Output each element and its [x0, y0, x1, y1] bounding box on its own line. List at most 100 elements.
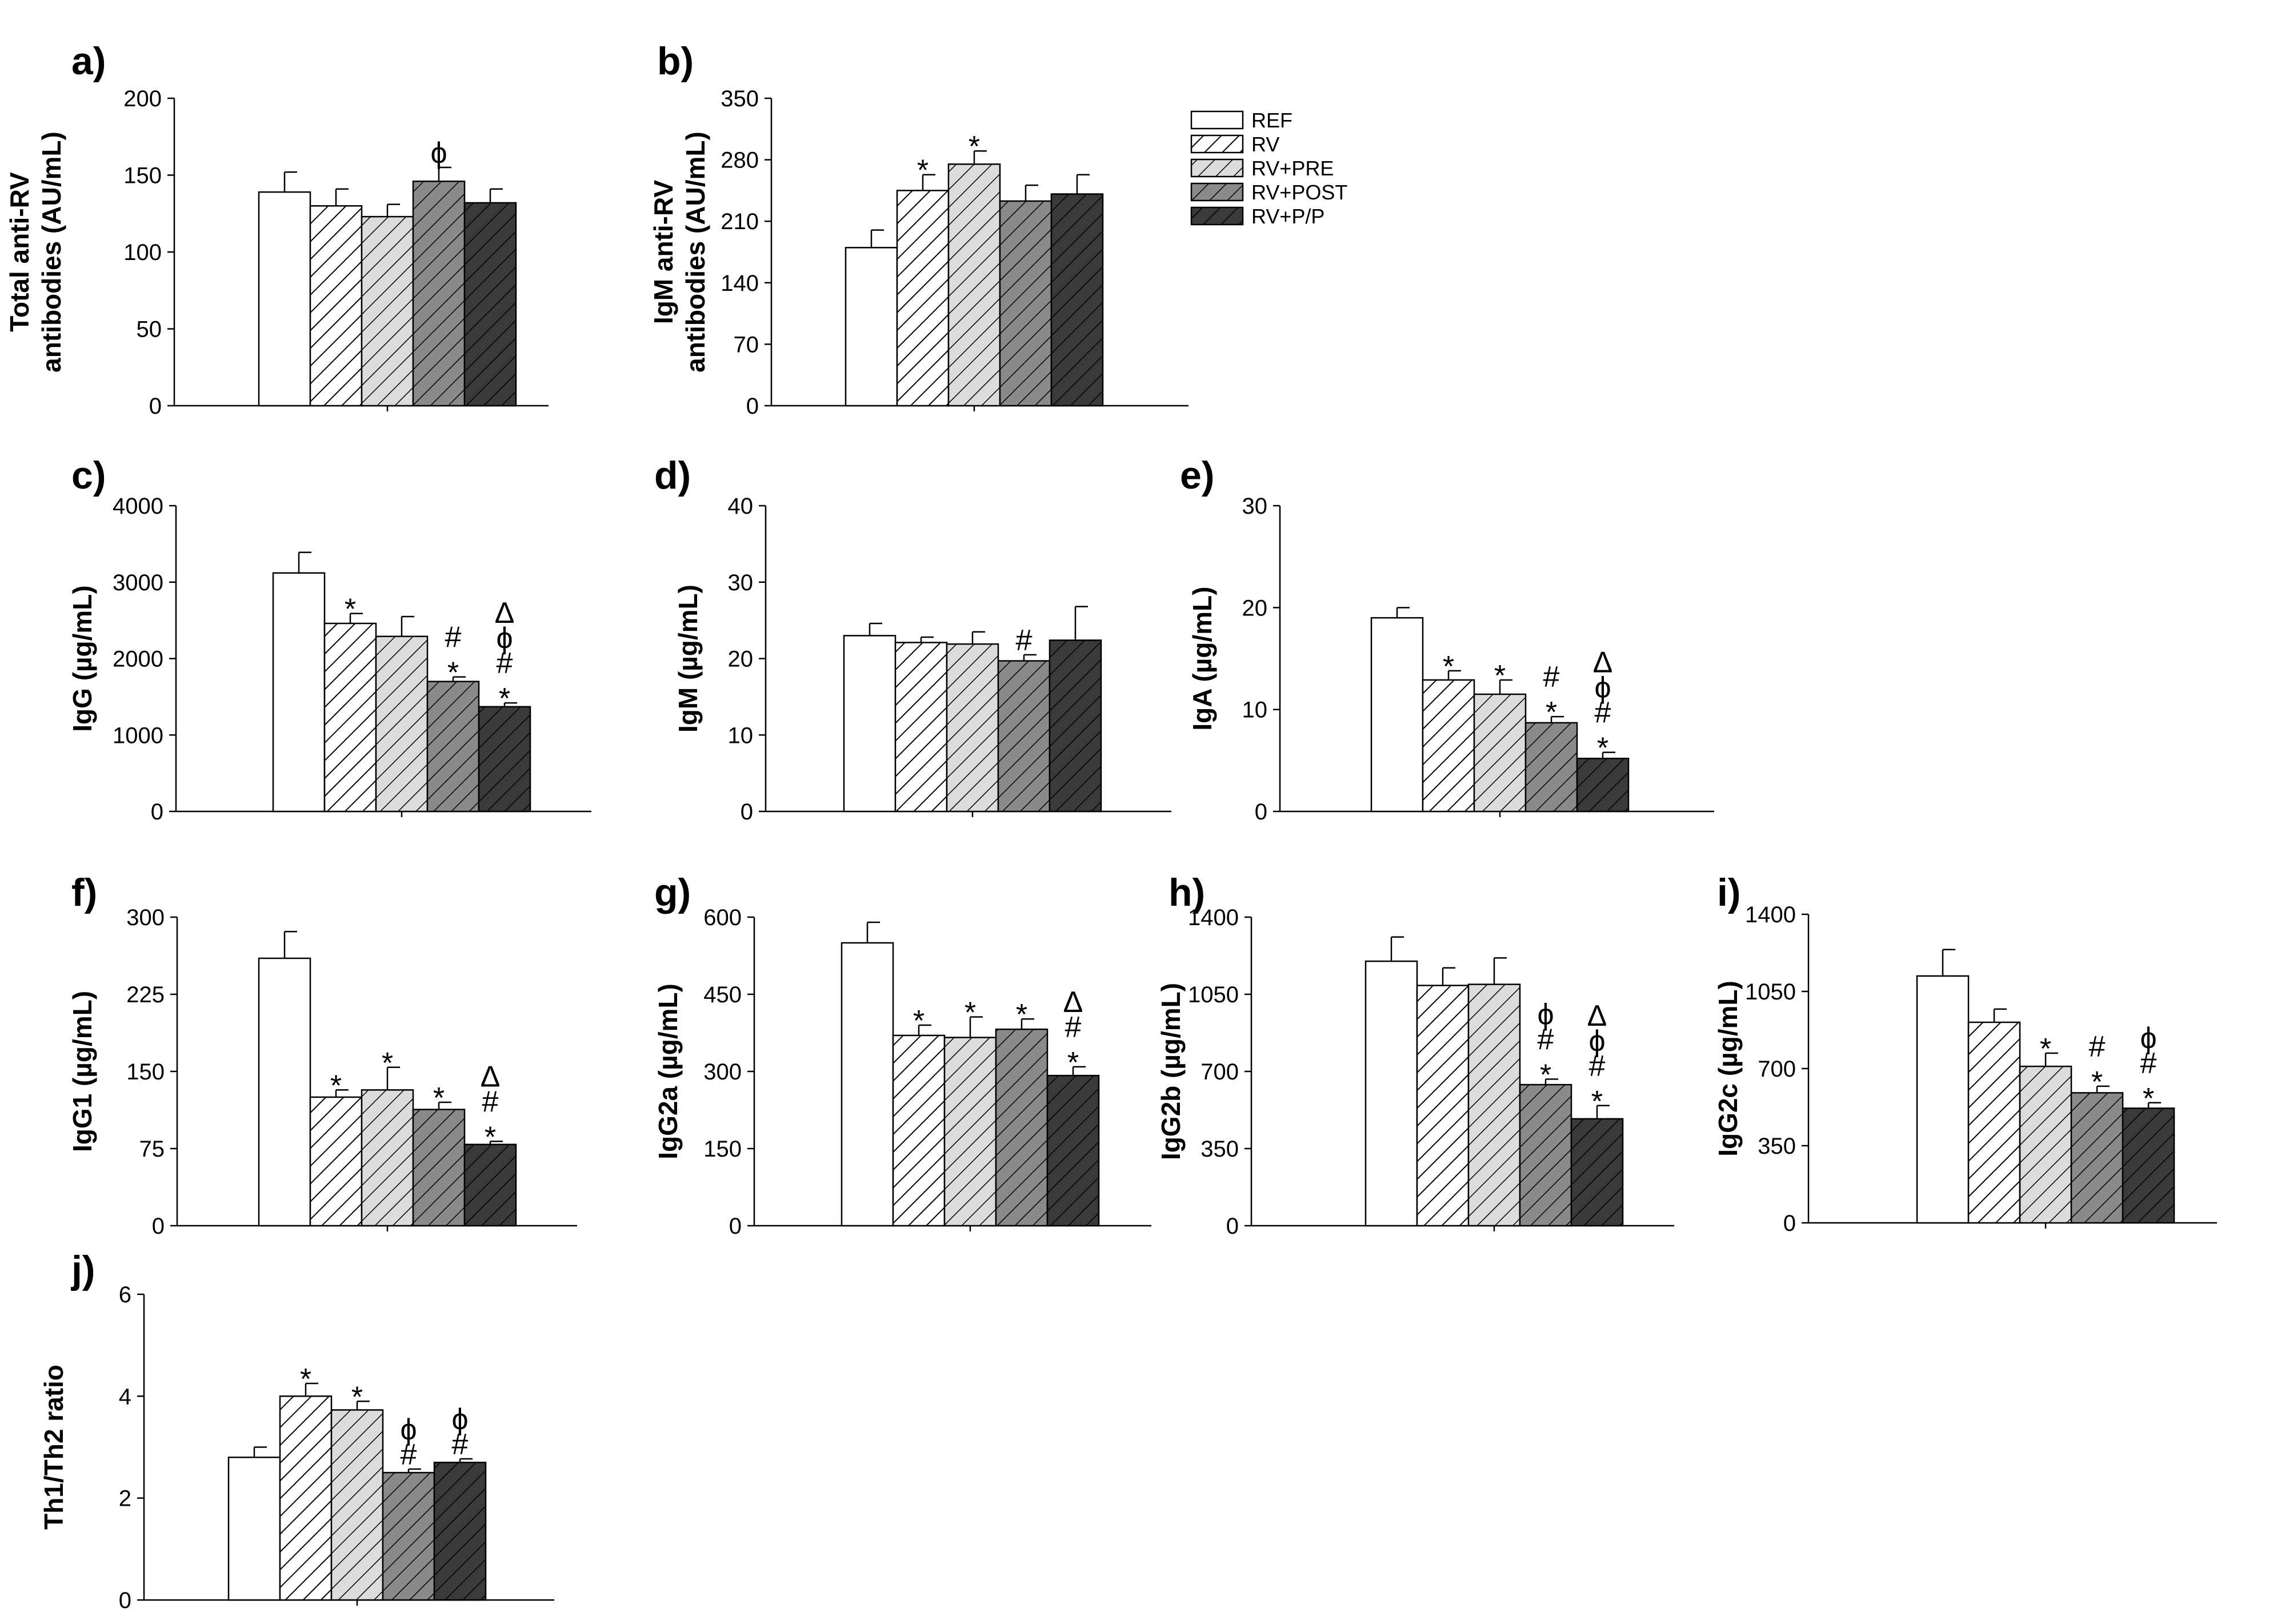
y-tick-label: 700 — [1200, 1059, 1239, 1085]
bar-ref — [841, 942, 894, 1227]
legend-label: RV+POST — [1251, 181, 1347, 204]
bar-rv — [894, 642, 948, 813]
significance-marker: * — [1494, 659, 1506, 693]
significance-marker: * — [1546, 696, 1557, 729]
y-tick-label: 150 — [703, 1137, 742, 1162]
significance-marker: * — [917, 154, 929, 187]
y-tick-label: 10 — [1242, 698, 1268, 723]
significance-marker: * — [2091, 1066, 2103, 1099]
bar-rv-post — [426, 681, 480, 813]
panels-layer: a)Total anti-RV antibodies (AU/mL)0501001… — [5, 39, 2217, 1613]
significance-marker: * — [345, 593, 356, 626]
legend-label: REF — [1251, 109, 1292, 132]
bar-rv-p-p — [433, 1462, 487, 1601]
bar-ref — [258, 191, 311, 407]
chart-panel-2: b) IgM anti-RV antibodies (AU/mL) 0 70 140 210… — [649, 39, 1188, 419]
bar-rv-pre — [1467, 983, 1521, 1227]
bar-rv — [279, 1395, 333, 1601]
bar-rv-post — [997, 660, 1051, 813]
y-axis-label: Total anti-RV — [5, 172, 34, 332]
significance-marker: # — [445, 621, 462, 654]
significance-marker: * — [1591, 1085, 1603, 1118]
y-tick-label: 0 — [746, 394, 759, 419]
y-tick-label: 4 — [119, 1384, 131, 1409]
y-axis-label: IgG (µg/mL) — [67, 585, 97, 731]
y-tick-label: 0 — [151, 799, 163, 825]
panel-label: j) — [70, 1248, 95, 1291]
significance-marker: # — [482, 1085, 499, 1118]
y-tick-label: 0 — [149, 394, 162, 419]
significance-marker: # — [1538, 1023, 1554, 1057]
bar-rv-post — [1519, 1083, 1572, 1227]
y-tick-label: 20 — [1242, 595, 1268, 621]
y-tick-label: 450 — [703, 982, 742, 1007]
significance-marker: * — [485, 1121, 496, 1154]
significance-marker: # — [401, 1438, 417, 1471]
significance-marker: # — [2140, 1047, 2157, 1080]
legend-swatch — [1190, 134, 1244, 154]
y-tick-label: 210 — [721, 209, 759, 234]
bar-rv — [1422, 679, 1475, 813]
significance-marker: # — [497, 647, 513, 680]
panel-label: f) — [71, 871, 97, 914]
y-tick-label: 600 — [703, 905, 742, 930]
significance-marker: Δ — [1593, 646, 1613, 679]
significance-marker: Δ — [1063, 986, 1083, 1019]
y-axis-label: IgG2c (µg/mL) — [1713, 981, 1743, 1157]
significance-marker: ϕ — [1588, 1025, 1605, 1058]
significance-marker: ϕ — [496, 622, 513, 655]
bar-rv-pre — [1473, 693, 1527, 813]
y-tick-label: 6 — [119, 1282, 131, 1307]
significance-marker: * — [2143, 1082, 2154, 1115]
bar-ref — [1370, 617, 1424, 813]
y-tick-label: 30 — [1242, 494, 1268, 519]
legend-label: RV+P/P — [1251, 205, 1324, 228]
bar-rv-p-p — [1576, 758, 1630, 813]
y-tick-label: 0 — [729, 1214, 742, 1239]
significance-marker: Δ — [481, 1060, 501, 1093]
bar-rv — [309, 1096, 363, 1227]
y-tick-label: 0 — [119, 1588, 131, 1613]
y-tick-label: 70 — [734, 332, 759, 357]
y-tick-label: 40 — [728, 494, 754, 519]
significance-marker: * — [433, 1082, 445, 1115]
y-tick-label: 225 — [126, 982, 165, 1007]
y-tick-label: 0 — [1226, 1214, 1239, 1239]
significance-marker: * — [1016, 998, 1027, 1031]
legend-label: RV+PRE — [1251, 157, 1334, 180]
bar-rv-post — [2070, 1092, 2124, 1224]
significance-marker: # — [1016, 624, 1033, 657]
significance-marker: * — [1597, 732, 1608, 765]
bar-rv — [323, 622, 377, 813]
bar-rv-pre — [330, 1409, 384, 1601]
bar-rv-p-p — [463, 1143, 517, 1227]
y-tick-label: 300 — [703, 1059, 742, 1085]
y-tick-label: 2 — [119, 1486, 131, 1511]
chart-panel-1: a) Total anti-RV antibodies (AU/mL) 0 50 100 1… — [5, 39, 549, 419]
panel-label: a) — [71, 39, 106, 83]
significance-marker: ϕ — [1594, 671, 1611, 705]
bar-rv — [1416, 985, 1470, 1227]
panel-label: d) — [654, 454, 691, 497]
bar-rv-post — [999, 200, 1053, 407]
y-tick-label: 0 — [741, 799, 753, 825]
y-tick-label: 350 — [1758, 1134, 1796, 1159]
y-tick-label: 280 — [721, 148, 759, 173]
panel-label: b) — [657, 39, 694, 83]
legend-swatch — [1190, 110, 1244, 130]
significance-marker: ϕ — [2140, 1022, 2156, 1055]
y-tick-label: 50 — [137, 317, 162, 342]
bar-rv-p-p — [1049, 639, 1102, 813]
bar-rv-post — [1524, 722, 1578, 813]
y-tick-label: 10 — [728, 723, 754, 748]
bar-ref — [272, 572, 326, 813]
y-axis-label: IgA (µg/mL) — [1187, 586, 1217, 730]
bar-ref — [227, 1457, 281, 1601]
y-tick-label: 350 — [721, 86, 759, 111]
significance-marker: * — [2040, 1033, 2051, 1066]
